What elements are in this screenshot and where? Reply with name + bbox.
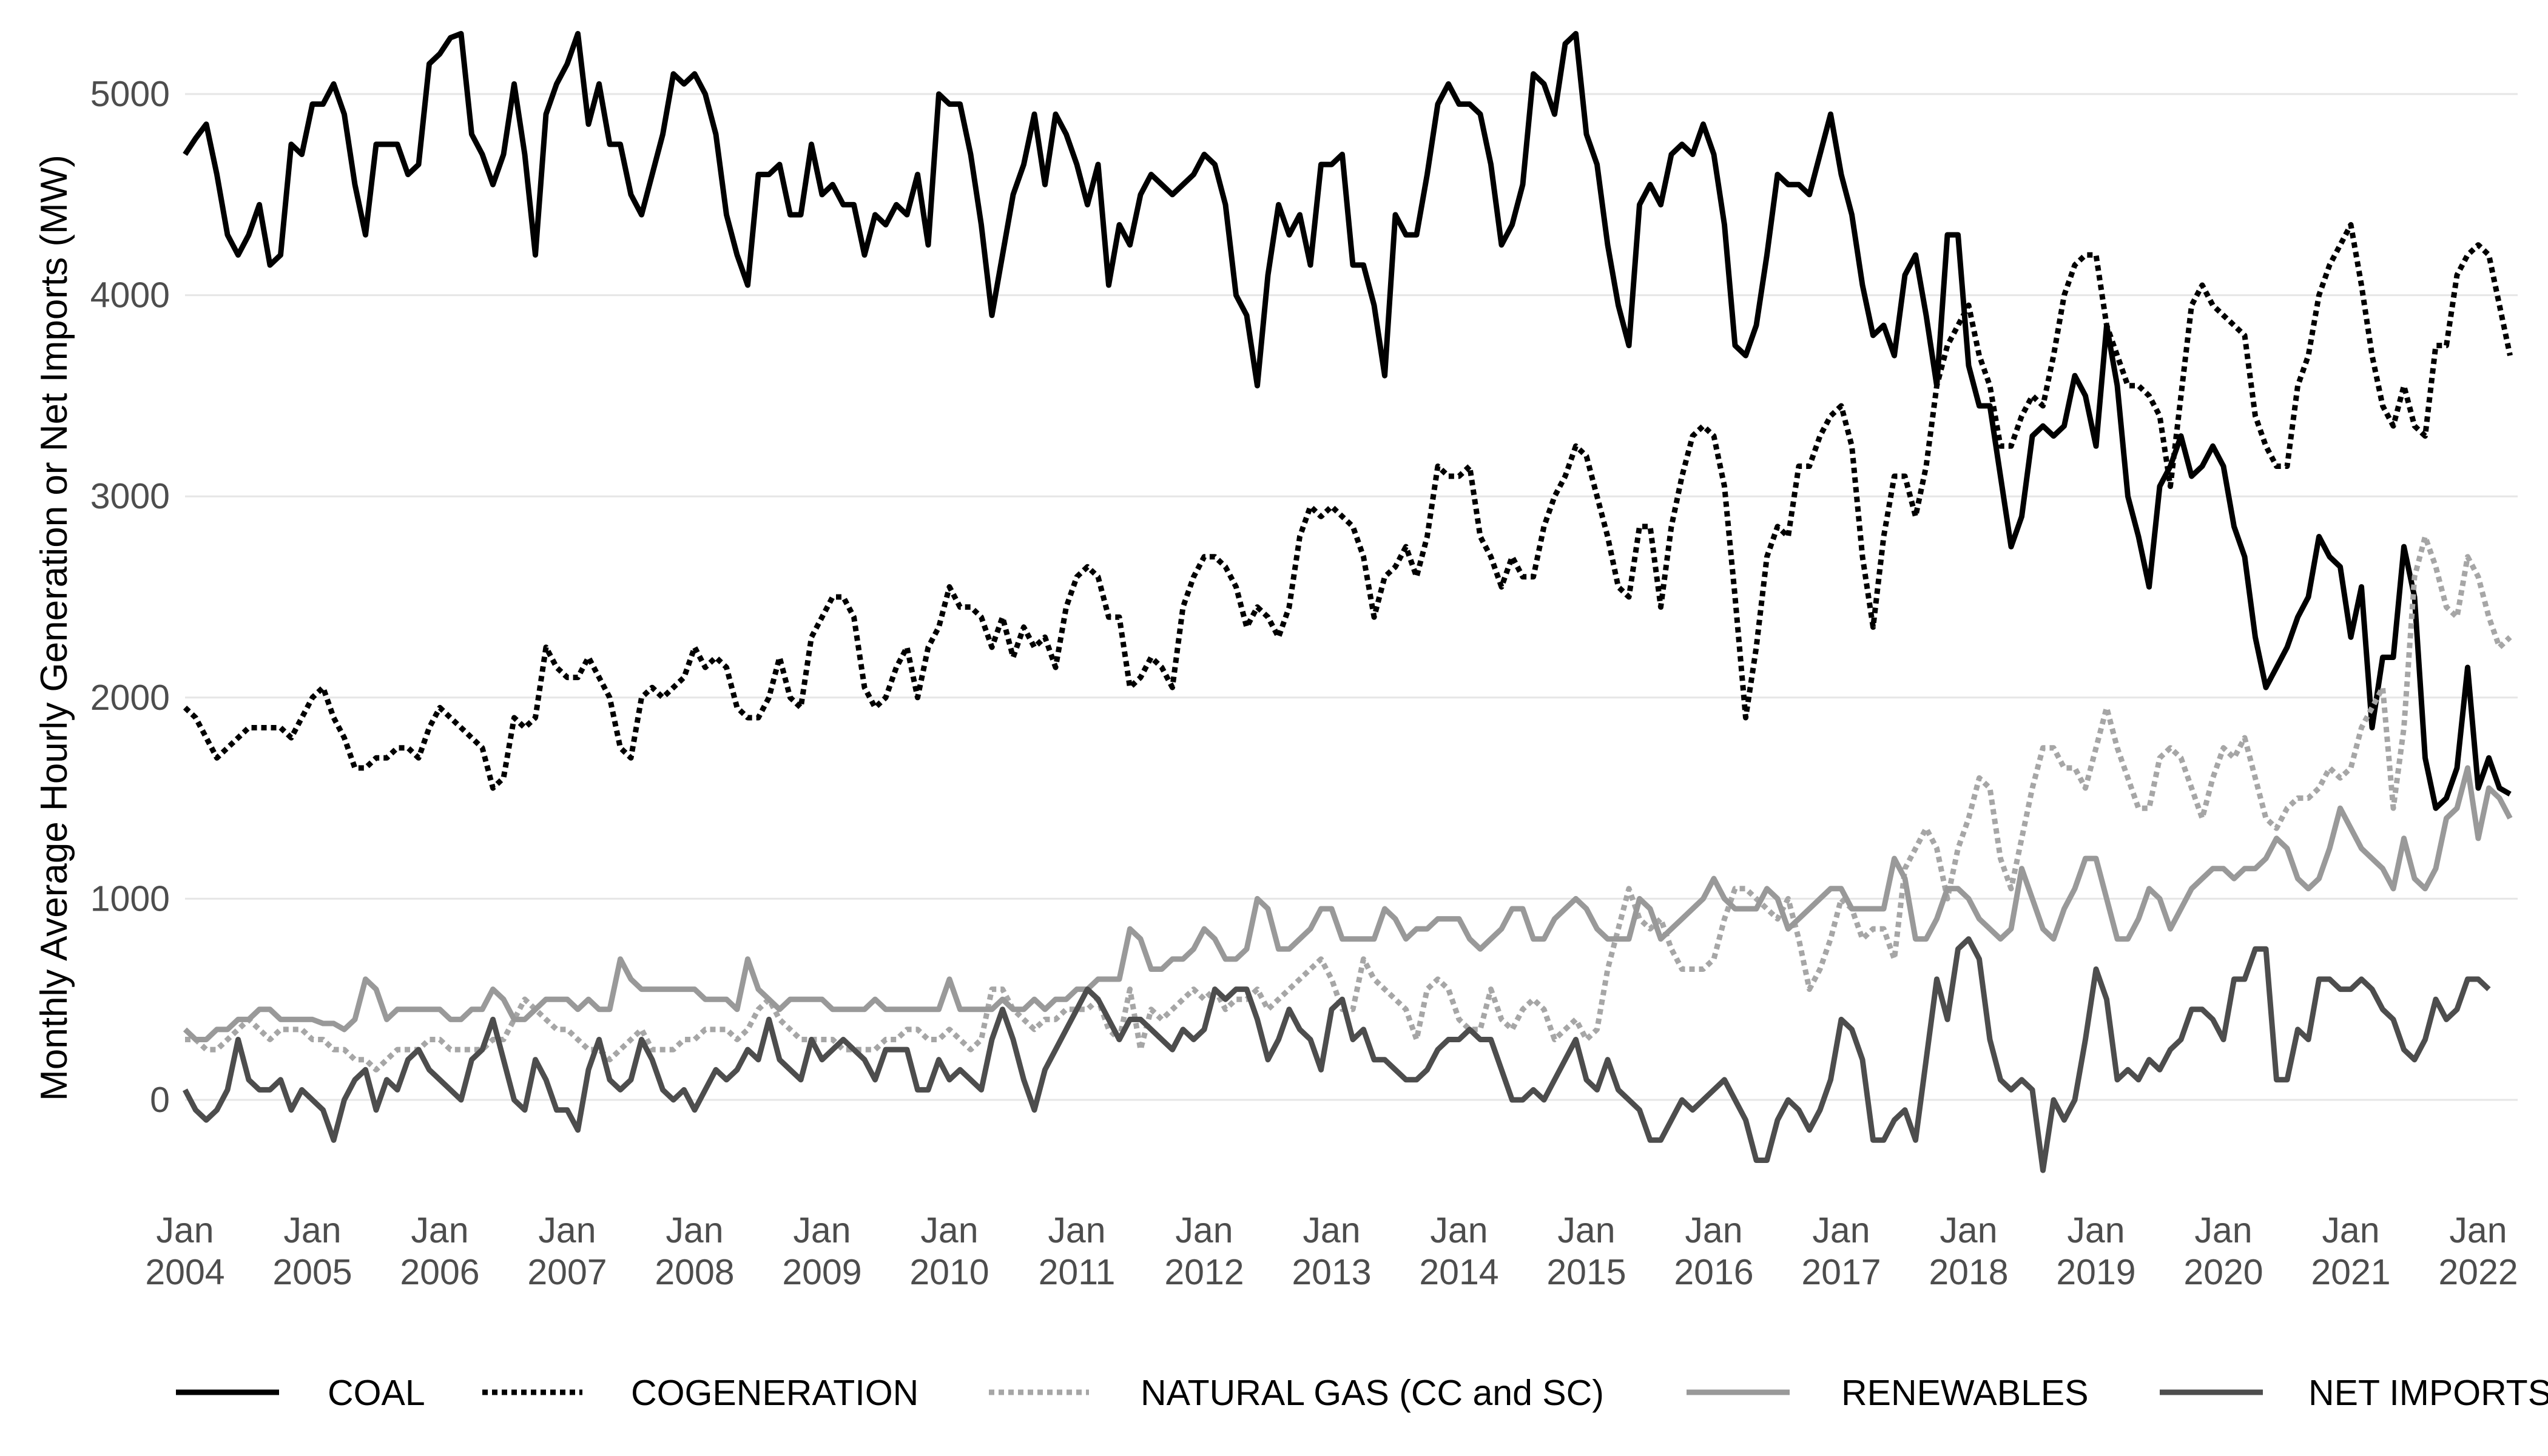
x-tick-month: Jan: [1940, 1210, 1997, 1250]
x-tick-month: Jan: [2449, 1210, 2507, 1250]
x-tick-year: 2008: [655, 1252, 734, 1292]
x-tick-year: 2016: [1674, 1252, 1753, 1292]
y-tick-label: 5000: [90, 74, 170, 114]
x-tick-month: Jan: [411, 1210, 468, 1250]
x-tick-month: Jan: [1812, 1210, 1870, 1250]
grid-lines: [185, 93, 2518, 1101]
legend-label-coal: COAL: [328, 1373, 425, 1413]
x-tick-year: 2010: [909, 1252, 989, 1292]
x-tick-month: Jan: [1685, 1210, 1742, 1250]
x-tick-month: Jan: [283, 1210, 341, 1250]
x-tick-year: 2022: [2438, 1252, 2518, 1292]
y-tick-label: 4000: [90, 275, 170, 315]
x-tick-year: 2020: [2183, 1252, 2263, 1292]
x-tick-month: Jan: [1557, 1210, 1615, 1250]
legend-label-renewables: RENEWABLES: [1841, 1373, 2089, 1413]
x-tick-month: Jan: [2067, 1210, 2125, 1250]
x-tick-month: Jan: [2194, 1210, 2252, 1250]
x-tick-year: 2014: [1419, 1252, 1498, 1292]
x-tick-year: 2015: [1546, 1252, 1626, 1292]
x-tick-month: Jan: [1430, 1210, 1488, 1250]
x-tick-month: Jan: [156, 1210, 214, 1250]
x-tick-year: 2006: [400, 1252, 479, 1292]
series-line-coal: [183, 31, 2512, 811]
x-tick-month: Jan: [1048, 1210, 1105, 1250]
legend-label-cogeneration: COGENERATION: [631, 1373, 918, 1413]
x-tick-month: Jan: [538, 1210, 596, 1250]
x-tick-year: 2012: [1164, 1252, 1244, 1292]
x-tick-month: Jan: [793, 1210, 851, 1250]
y-tick-label: 2000: [90, 678, 170, 718]
x-tick-year: 2005: [272, 1252, 352, 1292]
legend: COAL COGENERATION NATURAL GAS (CC and SC) R…: [176, 1373, 2548, 1413]
x-tick-year: 2021: [2311, 1252, 2390, 1292]
y-axis-title: Monthly Average Hourly Generation or Net…: [33, 155, 75, 1101]
series-line-natural-gas-cc-and-sc: [185, 534, 2512, 1073]
series-line-renewables: [183, 765, 2513, 1042]
y-tick-labels: 0 1000 2000 3000 4000 5000: [90, 74, 170, 1120]
x-tick-month: Jan: [1175, 1210, 1233, 1250]
series-lines: [183, 31, 2513, 1173]
x-tick-year: 2019: [2056, 1252, 2135, 1292]
x-tick-year: 2004: [145, 1252, 224, 1292]
x-tick-year: 2011: [1039, 1252, 1116, 1292]
x-tick-year: 2009: [782, 1252, 861, 1292]
x-tick-year: 2013: [1292, 1252, 1371, 1292]
series-line-cogeneration: [183, 222, 2513, 791]
y-tick-label: 0: [150, 1080, 170, 1120]
x-tick-year: 2018: [1929, 1252, 2008, 1292]
y-tick-label: 3000: [90, 476, 170, 516]
y-tick-label: 1000: [90, 878, 170, 918]
x-tick-month: Jan: [1303, 1210, 1360, 1250]
legend-label-natural-gas-cc-and-sc: NATURAL GAS (CC and SC): [1141, 1373, 1604, 1413]
series-line-net-imports: [183, 936, 2491, 1173]
x-tick-year: 2017: [1801, 1252, 1881, 1292]
x-tick-month: Jan: [920, 1210, 978, 1250]
x-tick-labels: Jan2004Jan2005Jan2006Jan2007Jan2008Jan20…: [145, 1210, 2518, 1292]
legend-label-net-imports: NET IMPORTS: [2308, 1373, 2548, 1413]
x-tick-year: 2007: [527, 1252, 607, 1292]
x-tick-month: Jan: [666, 1210, 723, 1250]
x-tick-month: Jan: [2322, 1210, 2379, 1250]
